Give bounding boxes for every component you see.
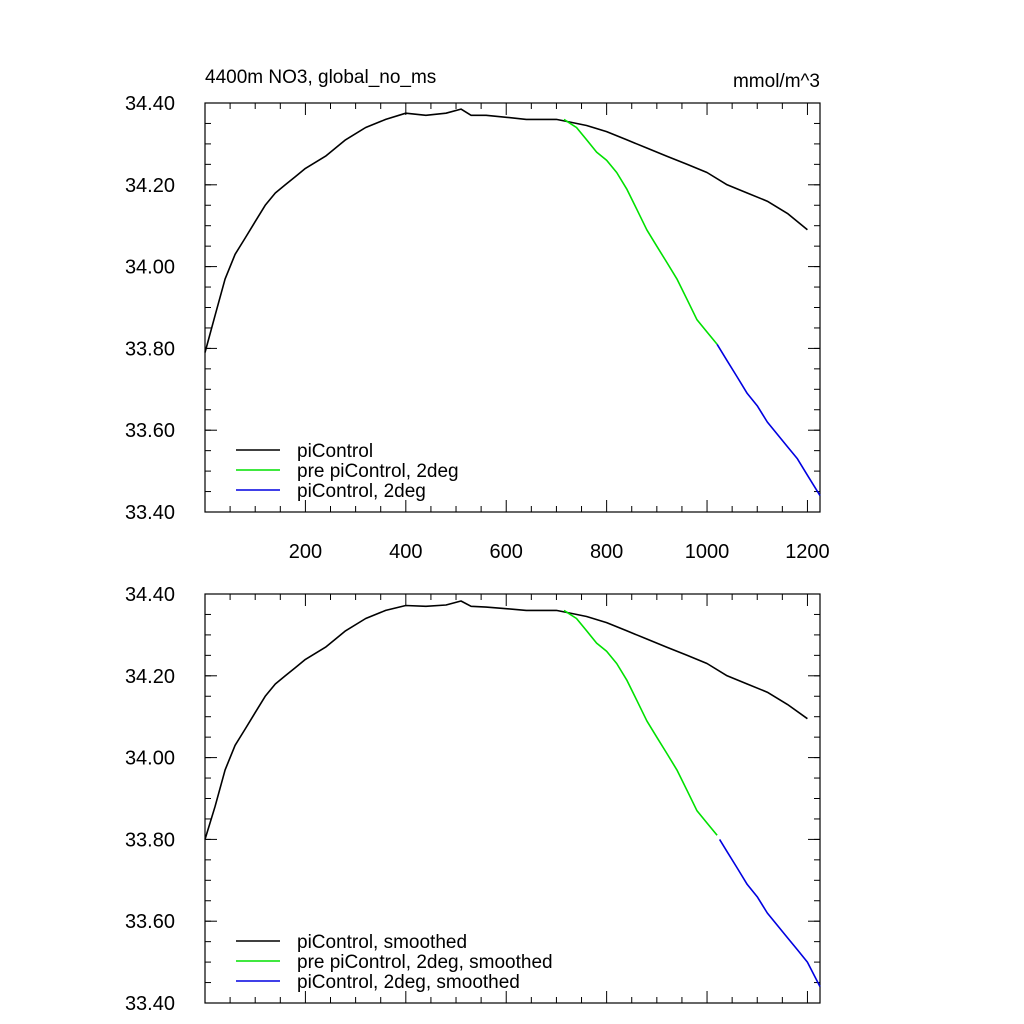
legend-label: piControl — [297, 441, 373, 462]
y-tick-label: 33.60 — [125, 420, 175, 442]
x-tick-label: 200 — [289, 541, 322, 563]
y-tick-label: 33.80 — [125, 338, 175, 360]
legend-label: piControl, 2deg, smoothed — [297, 972, 520, 993]
y-tick-label: 34.40 — [125, 93, 175, 115]
legend-label: pre piControl, 2deg, smoothed — [297, 952, 553, 973]
series-line-0 — [204, 600, 808, 840]
series-line-1 — [563, 118, 718, 345]
x-tick-label: 600 — [490, 541, 523, 563]
x-tick-label: 400 — [389, 541, 422, 563]
bottom-panel: 33.40 33.60 33.80 34.00 34.20 34.40 piControl,… — [125, 584, 821, 1015]
top-panel: 33.40 33.60 33.80 34.00 34.20 34.40 200 400 600 8… — [125, 93, 830, 563]
y-tick-label: 33.80 — [125, 829, 175, 851]
y-tick-label: 33.40 — [125, 993, 175, 1015]
units-label: mmol/m^3 — [733, 71, 820, 92]
y-tick-label: 34.00 — [125, 257, 175, 279]
legend-label: pre piControl, 2deg — [297, 461, 459, 482]
x-tick-label: 1200 — [785, 541, 830, 563]
legend-label: piControl, smoothed — [297, 932, 467, 953]
series-line-1 — [563, 609, 718, 836]
series-line-0 — [204, 108, 808, 353]
y-tick-label: 34.20 — [125, 666, 175, 688]
y-tick-label: 34.40 — [125, 584, 175, 606]
y-tick-label: 34.00 — [125, 748, 175, 770]
legend-label: piControl, 2deg — [297, 481, 426, 502]
y-tick-label: 34.20 — [125, 175, 175, 197]
y-tick-label: 33.60 — [125, 911, 175, 933]
chart-title: 4400m NO3, global_no_ms — [205, 67, 436, 88]
x-tick-label: 1000 — [685, 541, 730, 563]
series-line-2 — [716, 343, 821, 497]
x-tick-label: 800 — [590, 541, 623, 563]
series-line-2 — [718, 838, 821, 987]
y-tick-label: 33.40 — [125, 502, 175, 524]
